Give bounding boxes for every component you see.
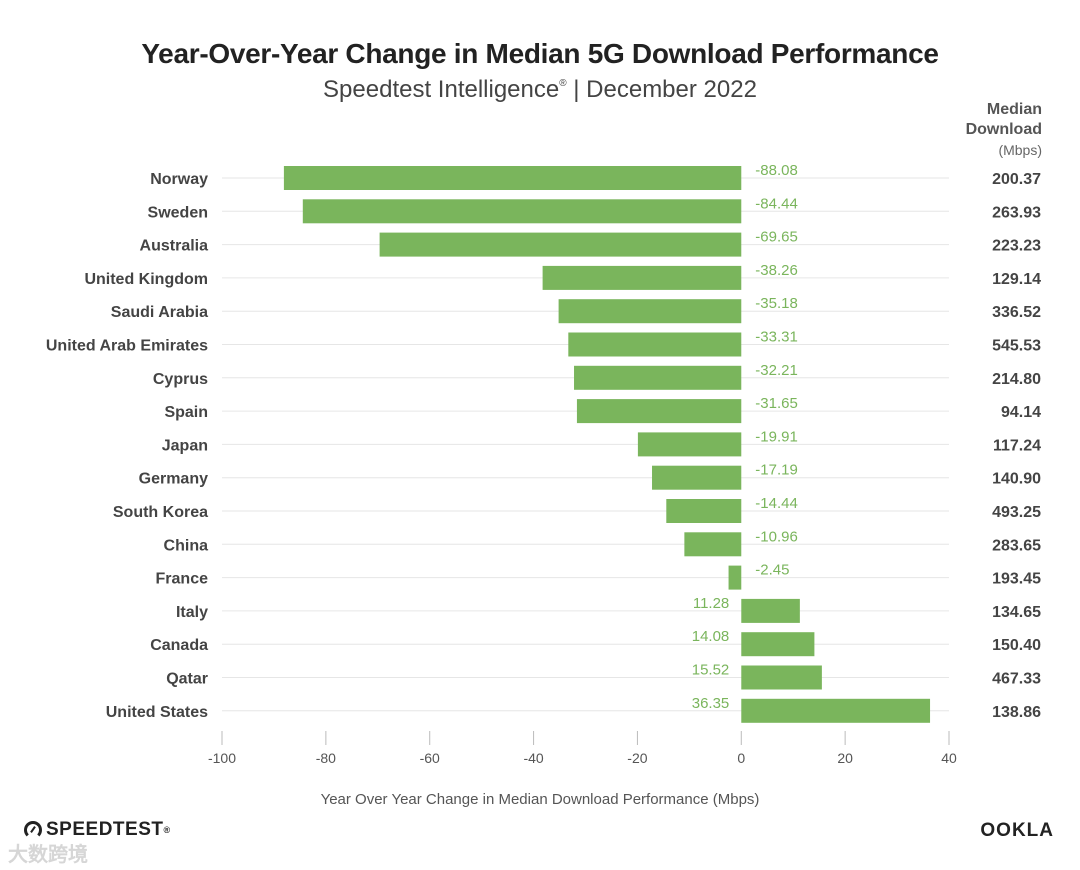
value-label: -31.65 — [755, 395, 798, 412]
value-label: -69.65 — [755, 229, 798, 246]
value-label: 14.08 — [692, 628, 730, 645]
value-label: -14.44 — [755, 495, 798, 512]
median-download-value: 283.65 — [992, 537, 1041, 554]
x-tick-label: -40 — [523, 750, 543, 766]
category-label: Italy — [176, 604, 208, 621]
median-download-value: 214.80 — [992, 371, 1041, 388]
category-label: United Kingdom — [84, 271, 208, 288]
value-label: -19.91 — [755, 428, 798, 445]
bar — [741, 632, 815, 657]
bar — [666, 499, 742, 523]
category-label: United States — [106, 704, 208, 721]
watermark: 大数跨境 — [8, 844, 88, 866]
value-label: -84.44 — [755, 195, 798, 212]
chart-title: Year-Over-Year Change in Median 5G Downl… — [141, 38, 939, 69]
x-tick-label: -100 — [208, 750, 236, 766]
value-label: -38.26 — [755, 262, 798, 279]
value-label: 36.35 — [692, 695, 730, 712]
speedtest-gauge-icon — [24, 821, 42, 839]
x-tick-label: 0 — [737, 750, 745, 766]
bar — [741, 698, 931, 723]
category-label: South Korea — [113, 504, 208, 521]
bar — [574, 365, 742, 390]
speedtest-logo-mark: ® — [163, 825, 171, 835]
median-download-value: 200.37 — [992, 171, 1041, 188]
median-download-value: 150.40 — [992, 637, 1041, 654]
bar — [542, 265, 742, 290]
median-download-value: 545.53 — [992, 338, 1041, 355]
x-tick-label: -80 — [316, 750, 336, 766]
bar — [637, 432, 742, 457]
median-download-value: 193.45 — [992, 571, 1041, 588]
ookla-logo: OOKLA — [980, 820, 1054, 841]
category-label: Cyprus — [153, 371, 208, 388]
bar — [652, 465, 742, 490]
subtitle-date: | December 2022 — [566, 76, 757, 103]
bar — [302, 199, 742, 224]
category-label: Sweden — [148, 204, 208, 221]
x-axis-label: Year Over Year Change in Median Download… — [320, 791, 760, 808]
median-download-value: 94.14 — [1001, 404, 1041, 421]
median-download-value: 140.90 — [992, 471, 1041, 488]
bar — [283, 166, 742, 190]
category-label: Australia — [140, 238, 209, 255]
value-label: 11.28 — [693, 595, 729, 612]
category-label: Spain — [164, 404, 208, 421]
median-download-value: 336.52 — [992, 304, 1041, 321]
median-download-value: 223.23 — [992, 238, 1041, 255]
median-download-value: 493.25 — [992, 504, 1041, 521]
category-label: France — [156, 571, 209, 588]
bar — [379, 232, 742, 257]
value-label: -33.31 — [755, 329, 798, 346]
category-label: Japan — [162, 437, 208, 454]
bar — [684, 532, 742, 557]
value-label: -88.08 — [755, 162, 798, 179]
subtitle-main: Speedtest Intelligence — [323, 76, 560, 103]
median-download-header-line1: Median — [986, 101, 1042, 118]
bar — [741, 665, 822, 690]
median-download-value: 467.33 — [992, 671, 1041, 688]
chart-subtitle: Speedtest Intelligence® | December 2022 — [0, 76, 1080, 104]
bar — [568, 332, 742, 357]
value-label: -10.96 — [755, 528, 798, 545]
median-download-header-units: (Mbps) — [998, 142, 1042, 158]
median-download-value: 263.93 — [992, 204, 1041, 221]
category-label: Canada — [150, 637, 208, 654]
median-download-value: 134.65 — [992, 604, 1041, 621]
category-label: United Arab Emirates — [46, 338, 208, 355]
x-tick-label: -60 — [420, 750, 440, 766]
value-label: 15.52 — [692, 662, 730, 679]
value-label: -32.21 — [755, 362, 798, 379]
value-label: -2.45 — [755, 562, 789, 579]
bar — [741, 598, 800, 623]
median-download-value: 117.24 — [993, 437, 1041, 454]
value-label: -17.19 — [755, 462, 798, 479]
registered-mark: ® — [559, 78, 567, 89]
category-label: Saudi Arabia — [111, 304, 208, 321]
x-tick-label: 40 — [941, 750, 957, 766]
x-tick-label: -20 — [627, 750, 647, 766]
median-download-value: 129.14 — [992, 271, 1041, 288]
bar — [728, 565, 742, 590]
median-download-value: 138.86 — [992, 704, 1041, 721]
x-tick-label: 20 — [837, 750, 853, 766]
value-label: -35.18 — [755, 295, 798, 312]
median-download-header: Median Download (Mbps) — [966, 100, 1042, 160]
median-download-header-line2: Download — [965, 121, 1042, 138]
category-label: Germany — [139, 471, 208, 488]
category-label: China — [164, 537, 209, 554]
speedtest-logo: SPEEDTEST ® — [24, 819, 171, 841]
category-label: Qatar — [166, 671, 208, 688]
category-label: Norway — [150, 171, 208, 188]
speedtest-logo-text: SPEEDTEST — [46, 819, 164, 840]
bar — [558, 299, 742, 324]
bar — [576, 399, 742, 424]
